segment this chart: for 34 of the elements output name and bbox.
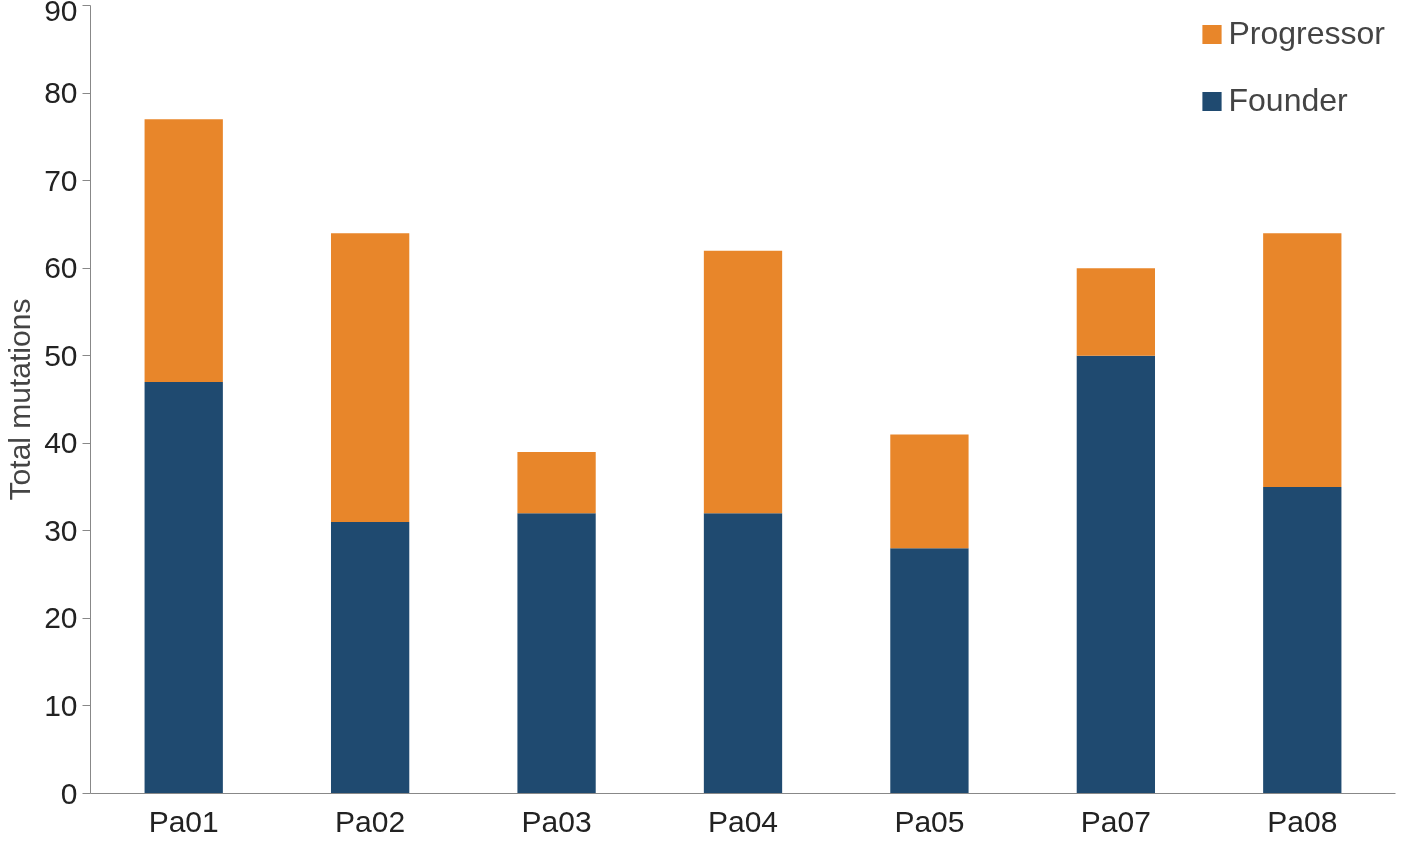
bar [1263, 233, 1342, 488]
y-axis-title: Total mutations [3, 298, 37, 501]
y-tick-label: 60 [44, 251, 78, 285]
x-tick-label: Pa01 [148, 804, 219, 838]
x-tick-label: Pa05 [894, 804, 965, 838]
x-tick-label: Pa04 [707, 804, 779, 838]
x-tick-label: Pa02 [335, 804, 406, 838]
bar [144, 119, 223, 382]
bar [890, 548, 969, 794]
x-tick-label: Pa08 [1267, 804, 1338, 838]
legend-label: Progressor [1228, 15, 1385, 52]
y-tick-label: 40 [44, 426, 78, 460]
bar [330, 522, 410, 794]
bar [703, 250, 783, 514]
y-tick-label: 30 [44, 513, 78, 547]
x-tick-label: Pa03 [521, 804, 592, 838]
bar [330, 233, 410, 523]
bar [144, 381, 223, 794]
y-tick-label: 50 [44, 338, 78, 372]
y-tick-label: 20 [44, 601, 78, 635]
bar [517, 513, 596, 794]
y-tick-label: 90 [44, 0, 78, 27]
y-tick-label: 10 [44, 688, 78, 722]
bar [703, 513, 783, 794]
legend-label: Founder [1228, 82, 1348, 119]
y-tick-label: 70 [44, 163, 78, 197]
y-tick-label: 80 [44, 76, 78, 110]
bar [1076, 355, 1156, 794]
bar [890, 434, 969, 549]
x-tick-label: Pa07 [1080, 804, 1151, 838]
y-tick-label: 0 [60, 776, 78, 810]
bar [517, 452, 596, 514]
bar [1076, 268, 1156, 356]
bar [1263, 487, 1342, 794]
